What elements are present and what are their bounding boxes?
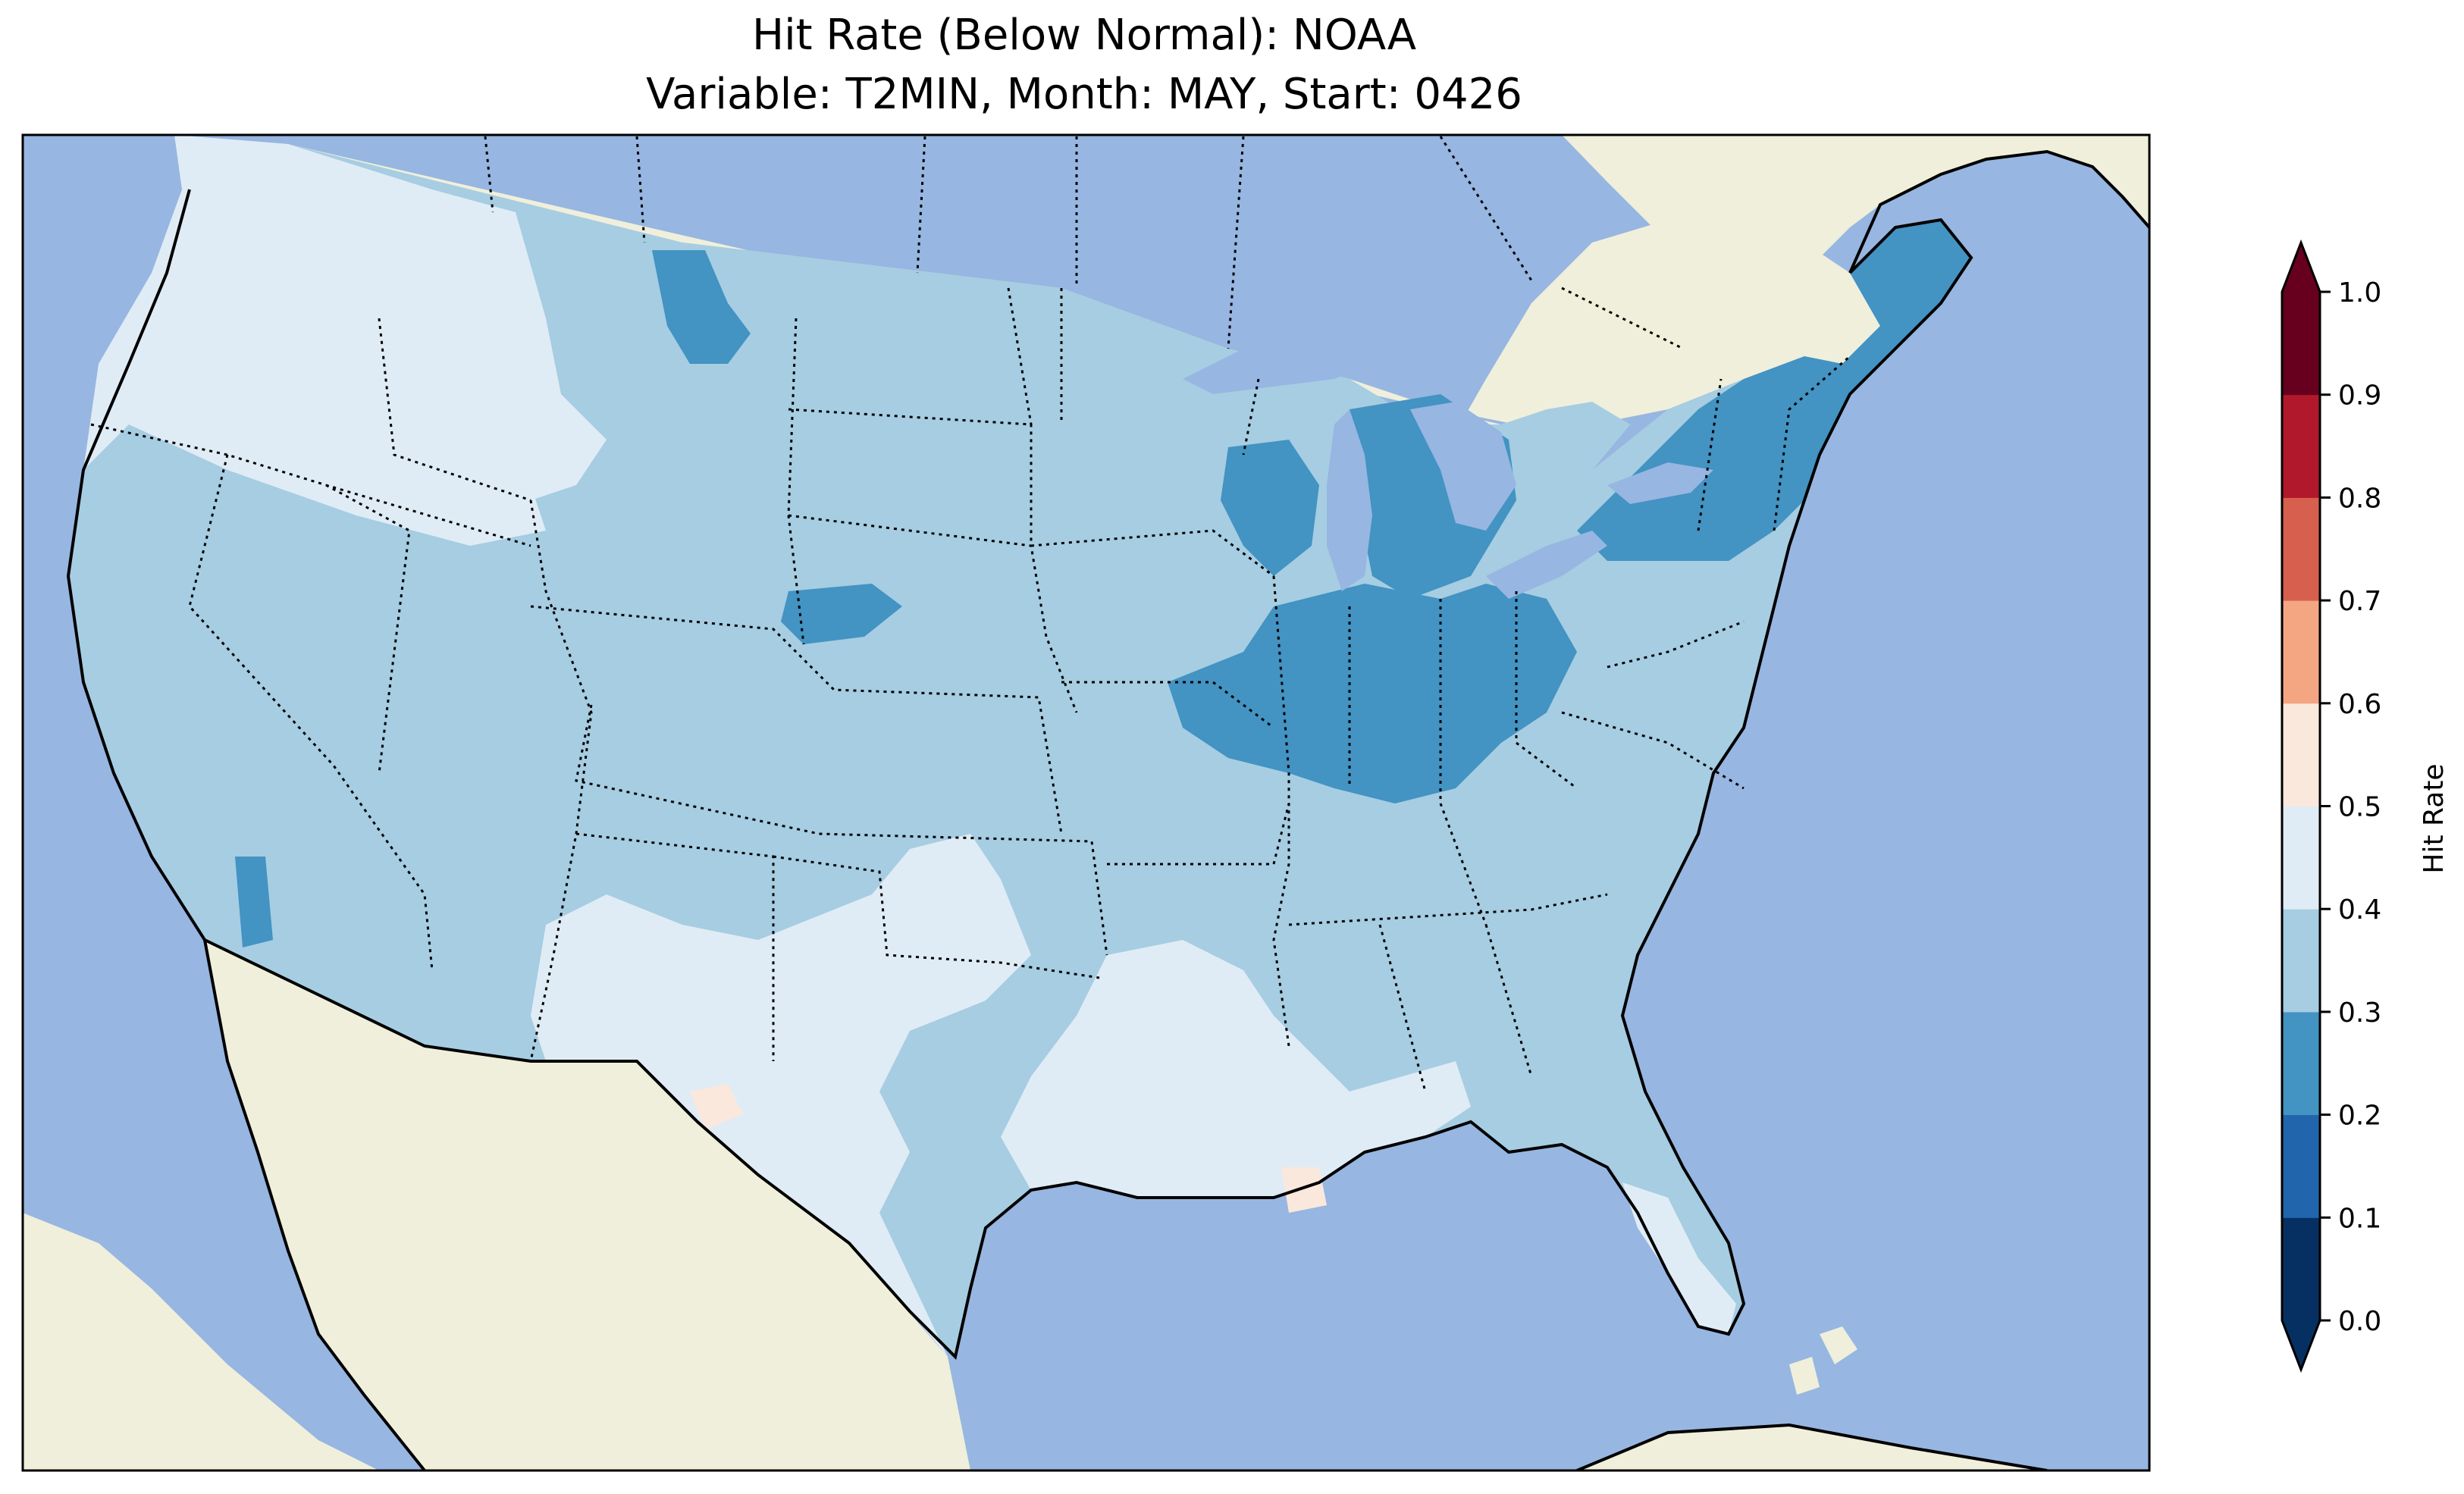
colorbar-bin bbox=[2282, 1011, 2320, 1116]
lake-huron bbox=[1410, 402, 1516, 531]
colorbar-bin bbox=[2282, 600, 2320, 704]
colorbar-bin bbox=[2282, 806, 2320, 910]
colorbar-bin bbox=[2282, 703, 2320, 807]
region-west-texas-spot bbox=[690, 1084, 743, 1129]
colorbar-tick-label: 0.7 bbox=[2338, 586, 2381, 617]
region-montana-core bbox=[652, 250, 751, 364]
region-southern-california bbox=[235, 857, 273, 947]
colorbar-tick-label: 0.6 bbox=[2338, 689, 2381, 720]
colorbar-bin bbox=[2282, 1114, 2320, 1218]
colorbar-tick-label: 0.5 bbox=[2338, 792, 2381, 823]
region-florida-peninsula bbox=[1622, 1182, 1736, 1334]
lake-superior bbox=[1183, 296, 1410, 394]
region-ohio-valley bbox=[1168, 584, 1577, 803]
region-new-mexico-texas bbox=[531, 834, 1031, 1357]
lake-michigan bbox=[1327, 409, 1372, 591]
colorbar-bin bbox=[2282, 394, 2320, 498]
region-snake-river-plain bbox=[432, 189, 607, 500]
map-frame bbox=[21, 133, 2151, 1472]
map-title-line-1: Hit Rate (Below Normal): NOAA bbox=[751, 11, 1417, 60]
colorbar-under-arrow bbox=[2282, 1320, 2320, 1370]
region-wisconsin-spot bbox=[1221, 440, 1319, 576]
region-nebraska-spot bbox=[781, 584, 902, 644]
colorbar-tick-label: 0.1 bbox=[2338, 1203, 2381, 1234]
colorbar-tick-label: 1.0 bbox=[2338, 277, 2381, 309]
coastlines bbox=[66, 149, 2149, 1471]
colorbar-tick-label: 0.8 bbox=[2338, 483, 2381, 514]
colorbar-over-arrow bbox=[2282, 243, 2320, 292]
colorbar-bin bbox=[2282, 909, 2320, 1013]
lake-ontario bbox=[1607, 462, 1713, 504]
map-title-line-2: Variable: T2MIN, Month: MAY, Start: 0426 bbox=[646, 70, 1522, 119]
colorbar-bin bbox=[2282, 1217, 2320, 1321]
region-pacific-northwest bbox=[83, 135, 546, 546]
colorbar-tick-label: 0.3 bbox=[2338, 998, 2381, 1029]
colorbar-tick-label: 0.2 bbox=[2338, 1101, 2381, 1132]
colorbar-bin bbox=[2282, 497, 2320, 601]
colorbar-bin bbox=[2282, 292, 2320, 396]
region-louisiana-coast-spot bbox=[1281, 1167, 1327, 1213]
colorbar-tick-label: 0.0 bbox=[2338, 1306, 2381, 1337]
bahamas-land bbox=[1789, 1326, 1857, 1395]
region-south-central bbox=[1001, 940, 1471, 1198]
lake-erie bbox=[1486, 531, 1607, 599]
cuba-land bbox=[1577, 1425, 2047, 1471]
mexico-land bbox=[23, 940, 970, 1471]
colorbar-label: Hit Rate bbox=[2419, 763, 2450, 873]
state-borders bbox=[90, 136, 1851, 1092]
colorbar-tick-label: 0.9 bbox=[2338, 381, 2381, 412]
colorbar-tick-label: 0.4 bbox=[2338, 894, 2381, 926]
